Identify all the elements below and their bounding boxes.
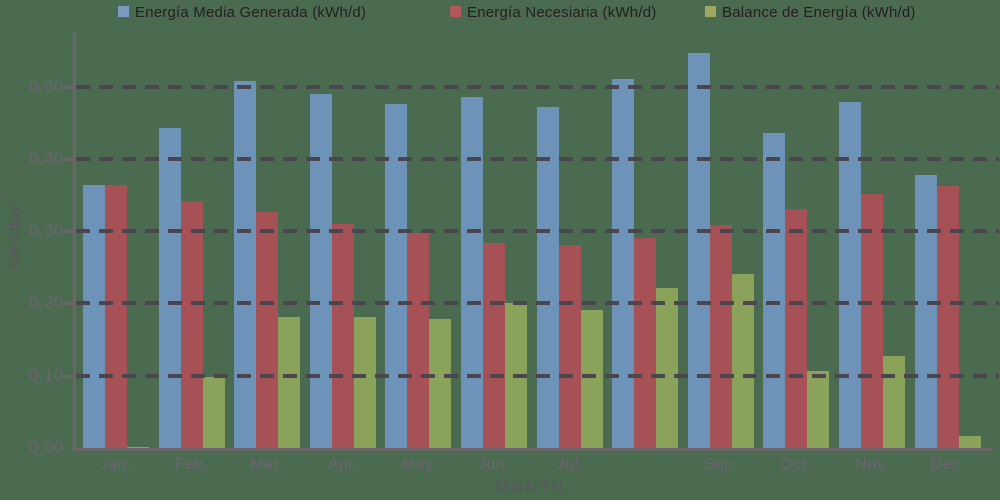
x-tick-label-12: Dec. [930,456,966,473]
bar-series3-month3 [278,317,300,448]
bar-series1-month7 [537,107,559,448]
y-tick-label: 0,40 [28,149,64,168]
legend-label: Balance de Energía (kWh/d) [722,4,916,21]
legend-swatch-icon [450,6,461,17]
bar-series2-month4 [332,224,354,448]
bar-series3-month8 [656,288,678,448]
bar-series2-month2 [181,201,203,448]
y-tick-mark [65,375,73,378]
legend-label: Energía Media Generada (kWh/d) [135,4,367,21]
bar-series3-month9 [732,274,754,448]
bar-series3-month1 [127,447,149,448]
bar-series3-month12 [959,436,981,448]
bar-series1-month8 [612,79,634,448]
legend-label: Energía Necesiaria (kWh/d) [467,4,657,21]
x-tick-label-3: Mar. [250,456,284,473]
y-tick-label: 0,30 [28,221,64,240]
y-axis-title: kWh/day [6,203,24,270]
y-tick-label: 0,20 [28,293,64,312]
y-tick-mark [65,230,73,233]
bar-series2-month3 [256,212,278,448]
x-tick-label-1: Jan. [99,456,133,473]
bar-series3-month10 [807,371,829,448]
gridline-0,30 [76,229,999,233]
bar-series1-month4 [310,94,332,448]
bar-series3-month2 [203,377,225,448]
bar-series2-month9 [710,225,732,448]
y-tick-label: 0,50 [28,77,64,96]
x-tick-label-4: Apr. [327,456,359,473]
y-axis-line [73,33,76,451]
bar-series2-month11 [861,194,883,448]
bar-series1-month2 [159,128,181,448]
x-tick-label-5: May [402,456,434,473]
bar-series1-month9 [688,53,710,448]
gridline-0,50 [76,85,999,89]
bar-series2-month10 [785,209,807,448]
bar-series1-month5 [385,104,407,448]
bar-series1-month10 [763,133,785,448]
y-tick-label: 0,10 [28,366,64,385]
x-tick-label-10: Oct. [780,456,812,473]
y-tick-mark [65,158,73,161]
bar-series3-month5 [429,319,451,448]
gridline-0,10 [76,374,999,378]
gridline-0,40 [76,157,999,161]
x-tick-label-9: Sep. [703,456,739,473]
bar-series2-month6 [483,243,505,448]
bar-series1-month11 [839,102,861,448]
bar-series2-month12 [937,186,959,448]
legend-swatch-icon [705,6,716,17]
bar-series3-month4 [354,317,376,448]
x-tick-label-2: Feb. [174,456,209,473]
x-tick-label-6: Jun. [477,456,511,473]
bar-series1-month1 [83,185,105,448]
bar-series3-month11 [883,356,905,448]
y-tick-label: 0,00 [28,438,64,457]
bar-series1-month12 [915,175,937,448]
bar-series1-month6 [461,97,483,448]
bar-series1-month3 [234,81,256,448]
bar-series2-month5 [407,233,429,448]
gridline-0,20 [76,301,999,305]
x-axis-line [73,448,993,451]
y-tick-mark [65,86,73,89]
x-tick-label-7: Jul. [556,456,584,473]
legend-swatch-icon [118,6,129,17]
bar-series3-month7 [581,310,603,448]
bar-series2-month1 [105,185,127,448]
y-tick-mark [65,302,73,305]
bar-series2-month7 [559,245,581,448]
x-tick-label-11: Nov. [855,456,889,473]
x-axis-title: MONTH [495,477,565,496]
bar-series2-month8 [634,238,656,448]
